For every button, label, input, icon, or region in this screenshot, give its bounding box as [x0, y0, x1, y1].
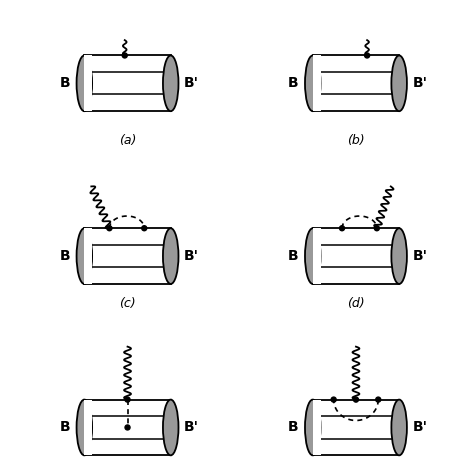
Bar	[84, 228, 171, 284]
Bar	[313, 400, 321, 456]
Circle shape	[125, 397, 130, 402]
Bar	[84, 400, 92, 456]
Bar	[84, 228, 92, 284]
Circle shape	[125, 425, 130, 430]
Ellipse shape	[163, 400, 179, 456]
Text: B': B'	[412, 76, 428, 91]
Bar	[84, 400, 171, 456]
Text: B': B'	[412, 249, 428, 263]
Ellipse shape	[305, 55, 320, 111]
Ellipse shape	[305, 400, 320, 456]
Ellipse shape	[392, 400, 407, 456]
Circle shape	[339, 226, 345, 231]
Bar	[84, 55, 92, 111]
Text: B: B	[288, 249, 299, 263]
Bar	[313, 55, 321, 111]
Ellipse shape	[77, 228, 92, 284]
Circle shape	[142, 226, 147, 231]
Text: B: B	[288, 420, 299, 435]
Text: B': B'	[184, 76, 199, 91]
Ellipse shape	[392, 55, 407, 111]
Circle shape	[107, 226, 112, 231]
Ellipse shape	[77, 55, 92, 111]
Ellipse shape	[77, 400, 92, 456]
Text: B: B	[60, 249, 70, 263]
Text: B: B	[60, 76, 70, 91]
Ellipse shape	[163, 228, 179, 284]
Text: B': B'	[184, 420, 199, 435]
Ellipse shape	[163, 55, 179, 111]
Bar	[313, 228, 399, 284]
Circle shape	[331, 397, 336, 402]
Circle shape	[374, 226, 379, 231]
Text: (d): (d)	[347, 297, 365, 310]
Text: B': B'	[184, 249, 199, 263]
Bar	[313, 55, 399, 111]
Text: (c): (c)	[119, 297, 136, 310]
Text: (b): (b)	[347, 134, 365, 147]
Circle shape	[376, 397, 381, 402]
Bar	[313, 400, 399, 456]
Text: (a): (a)	[119, 134, 136, 147]
Text: B': B'	[412, 420, 428, 435]
Circle shape	[354, 397, 358, 402]
Ellipse shape	[305, 228, 320, 284]
Bar	[313, 228, 321, 284]
Ellipse shape	[392, 228, 407, 284]
Bar	[84, 55, 171, 111]
Circle shape	[122, 53, 127, 58]
Text: B: B	[60, 420, 70, 435]
Text: B: B	[288, 76, 299, 91]
Circle shape	[365, 53, 370, 58]
